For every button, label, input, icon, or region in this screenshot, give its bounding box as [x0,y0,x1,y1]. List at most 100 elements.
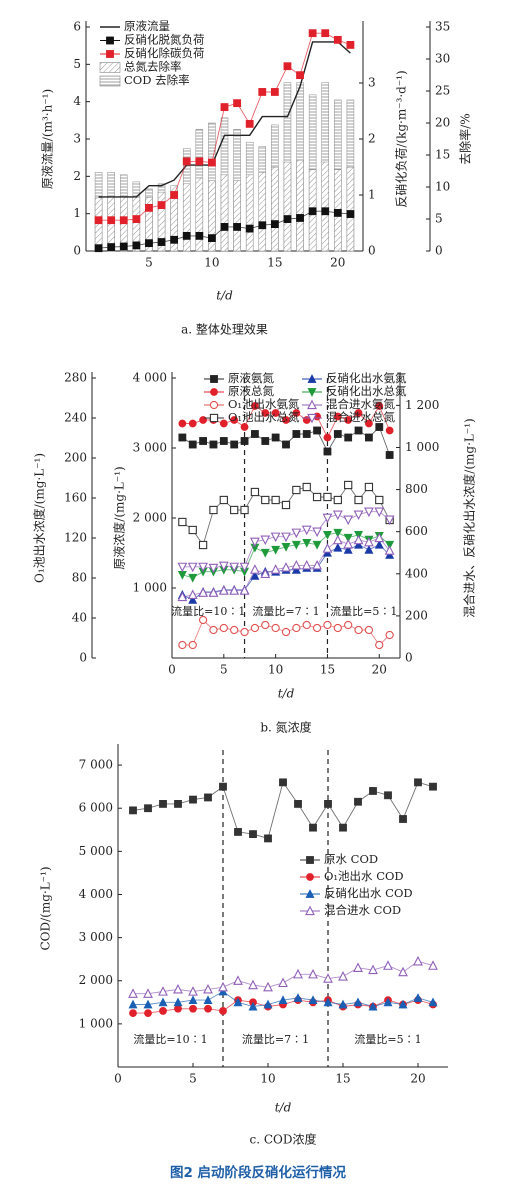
marker [296,214,304,222]
bar [145,196,153,252]
marker [195,231,204,240]
marker [333,528,343,538]
chart-caption: a. 整体处理效果 [181,322,268,337]
marker [219,437,228,445]
marker [233,975,243,985]
marker [384,545,395,555]
marker [204,793,212,802]
marker [204,1004,212,1013]
legend-label: 总氮去除率 [124,60,182,74]
y-tick-label: 7 000 [79,758,113,772]
marker [157,201,166,209]
legend-label: O₁池出水 COD [324,869,404,883]
marker [344,416,353,424]
marker [250,487,260,497]
marker [333,430,342,438]
marker [374,539,384,549]
marker [94,216,103,225]
marker [208,587,219,597]
marker [384,791,392,800]
marker [258,88,267,96]
marker [159,1007,167,1015]
marker [308,995,318,1005]
marker [144,804,152,813]
marker [198,587,208,597]
marker [198,540,208,550]
y-tick-label: 0 [73,244,81,258]
marker [312,540,322,550]
marker [344,620,353,630]
annotation: 流量比=5∶1 [354,1032,421,1046]
legend-marker [305,905,315,916]
marker [398,999,408,1009]
marker [157,238,166,246]
marker [271,623,280,633]
marker [308,207,317,216]
marker [230,440,239,449]
legend-label: 原液总氮 [228,384,274,398]
marker [323,997,333,1007]
legend-marker [307,413,317,424]
marker [323,433,332,442]
annotation: 流量比=5∶1 [330,604,397,618]
marker [413,955,423,966]
bar [283,161,292,252]
legend-label: 反硝化除碳负荷 [124,46,205,60]
marker [364,536,374,547]
marker [173,997,183,1007]
marker [158,997,168,1007]
marker [293,993,303,1002]
marker [375,640,384,650]
marker [94,244,103,253]
marker [375,423,384,431]
marker [399,815,407,823]
y-tick-label: 3 000 [133,441,167,455]
marker [145,203,153,212]
legend-marker [106,50,114,58]
legend-marker [307,399,317,410]
bar [182,183,191,252]
y-tick-label: 400 [405,566,428,580]
marker [278,977,288,988]
figure-caption: 图2 启动阶段反硝化运行情况 [170,1164,347,1181]
marker [240,437,249,445]
marker [233,997,243,1007]
marker [333,35,342,44]
y-tick-label: 5 000 [79,844,113,858]
marker [343,544,353,554]
bar [258,172,267,252]
marker [230,625,239,635]
marker [321,29,330,38]
marker [218,981,228,992]
marker [383,960,393,970]
x-tick-label: 20 [372,663,387,677]
marker [301,559,312,570]
marker [353,510,364,521]
marker [119,216,128,225]
marker [229,585,240,595]
x-axis-label: t/d [216,289,233,303]
marker [177,591,188,602]
marker [374,532,385,543]
y-tick-label: 20 [435,116,450,130]
annotation: 流量比=7∶1 [252,604,319,618]
marker [240,423,249,431]
marker [323,447,332,456]
marker [333,412,342,421]
y-axis-label: O₁池出水浓度/(mg·L⁻¹) [32,453,47,583]
legend-marker [209,413,219,423]
marker [270,532,281,543]
annotation: 流量比=10∶1 [171,604,245,618]
marker [339,823,347,832]
legend-label: 混合进水总氮 [326,410,395,424]
marker [374,507,385,518]
marker [239,562,250,573]
marker [249,830,257,839]
bar [94,197,103,252]
marker [199,437,207,445]
y-tick-label: 2 000 [79,973,113,987]
legend-label: 混合进水氨氮 [326,397,395,411]
marker [343,533,353,543]
marker [365,433,373,442]
marker [195,157,204,166]
